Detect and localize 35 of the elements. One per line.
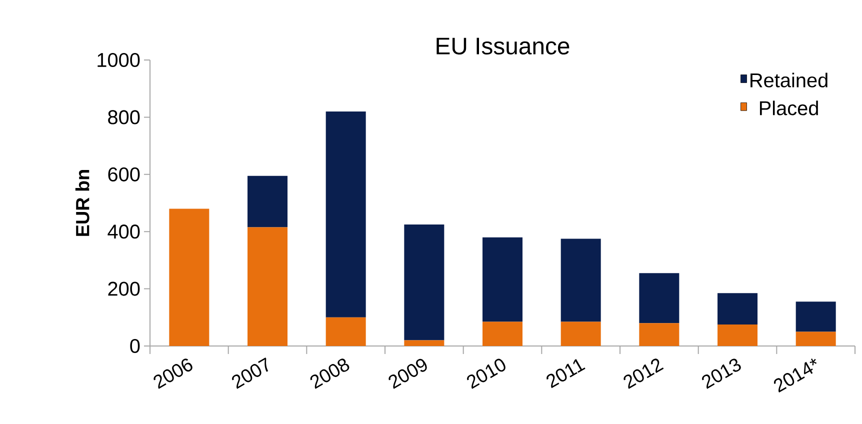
bar bbox=[404, 224, 444, 340]
x-tick-label: 2012 bbox=[624, 358, 664, 389]
bar bbox=[560, 238, 601, 322]
legend-label: Placed bbox=[760, 100, 818, 116]
bar bbox=[718, 324, 758, 346]
bar bbox=[326, 111, 366, 318]
x-tick-label: 2013 bbox=[702, 358, 741, 389]
y-tick-label: 600 bbox=[108, 167, 140, 182]
bar bbox=[482, 237, 523, 322]
bar bbox=[326, 317, 366, 346]
x-tick-label: 2010 bbox=[467, 358, 506, 389]
x-tick-label: 2006 bbox=[154, 358, 192, 389]
bar bbox=[248, 176, 288, 228]
bar bbox=[796, 332, 836, 346]
y-tick-label: 0 bbox=[130, 338, 140, 354]
y-axis-title: EUR bn bbox=[75, 170, 90, 236]
x-tick-label: 2009 bbox=[388, 358, 427, 389]
y-tick-label: 200 bbox=[108, 282, 140, 296]
bar bbox=[639, 323, 680, 346]
legend-label: Retained bbox=[750, 72, 828, 88]
x-tick-label: 2007 bbox=[232, 357, 268, 389]
bar bbox=[718, 293, 758, 325]
bar bbox=[248, 227, 288, 346]
chart-title: EU Issuance bbox=[436, 38, 570, 54]
y-tick-label: 400 bbox=[108, 224, 140, 239]
x-tick-label: 2008 bbox=[310, 358, 350, 389]
bar bbox=[169, 208, 210, 346]
bar bbox=[639, 273, 680, 324]
bar bbox=[482, 322, 523, 346]
bar bbox=[560, 322, 601, 346]
x-tick-label: 2011 bbox=[546, 359, 586, 388]
y-tick-label: 800 bbox=[108, 110, 140, 124]
bar bbox=[404, 340, 444, 346]
y-tick-label: 1000 bbox=[98, 52, 140, 68]
bar bbox=[796, 302, 836, 332]
